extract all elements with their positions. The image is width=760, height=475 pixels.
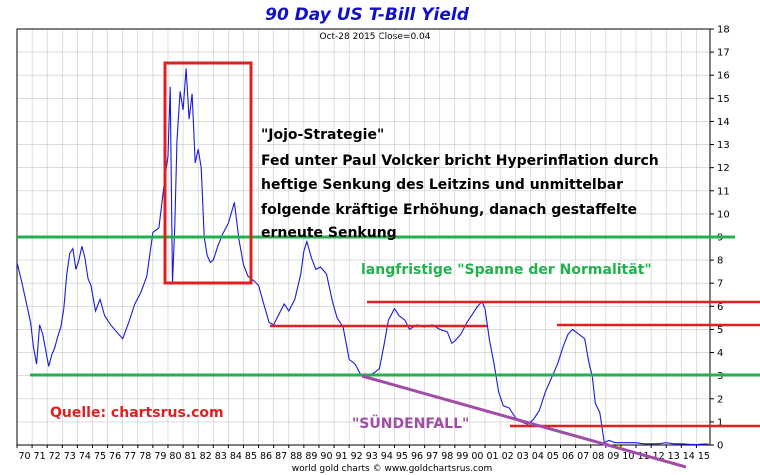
volcker-highlight-box <box>163 61 253 285</box>
x-tick-label: 12 <box>653 451 665 462</box>
x-tick-label: 04 <box>532 451 544 462</box>
annotation-jojo-line4: erneute Senkung <box>261 225 397 241</box>
x-tick-label: 13 <box>668 451 680 462</box>
x-tick-label: 75 <box>94 451 106 462</box>
x-tick-label: 73 <box>64 451 76 462</box>
annotation-source: Quelle: chartsrus.com <box>50 405 224 421</box>
y-tick-label: 6 <box>717 302 723 313</box>
x-tick-label: 95 <box>396 451 408 462</box>
chart-footer: world gold charts © www.goldchartsrus.co… <box>292 464 493 474</box>
x-tick-label: 88 <box>290 451 302 462</box>
y-tick-label: 1 <box>717 417 723 428</box>
annotation-normal-range: langfristige "Spanne der Normalität" <box>361 262 652 278</box>
x-tick-label: 08 <box>592 451 604 462</box>
x-tick-label: 87 <box>275 451 287 462</box>
x-tick-label: 94 <box>381 451 393 462</box>
x-tick-label: 91 <box>336 451 348 462</box>
y-tick-label: 8 <box>717 256 723 267</box>
x-tick-label: 85 <box>245 451 257 462</box>
x-tick-label: 92 <box>351 451 363 462</box>
x-tick-label: 71 <box>34 451 46 462</box>
x-tick-label: 01 <box>486 451 498 462</box>
annotation-suendenfall: "SÜNDENFALL" <box>352 414 469 432</box>
y-tick-label: 0 <box>717 441 723 452</box>
y-tick-label: 7 <box>717 279 723 290</box>
x-tick-label: 86 <box>260 451 272 462</box>
x-tick-label: 05 <box>547 451 559 462</box>
x-tick-label: 78 <box>139 451 151 462</box>
x-tick-label: 96 <box>411 451 423 462</box>
y-tick-label: 12 <box>717 163 730 174</box>
annotation-jojo-line1: Fed unter Paul Volcker bricht Hyperinfla… <box>261 153 659 169</box>
x-tick-label: 72 <box>49 451 61 462</box>
x-tick-label: 07 <box>577 451 589 462</box>
annotation-jojo-line3: folgende kräftige Erhöhung, danach gesta… <box>261 202 637 218</box>
y-tick-label: 4 <box>717 348 723 359</box>
y-tick-label: 2 <box>717 394 723 405</box>
annotation-jojo-line2: heftige Senkung des Leitzins und unmitte… <box>261 177 623 193</box>
y-tick-label: 11 <box>717 186 730 197</box>
x-tick-label: 76 <box>109 451 121 462</box>
x-tick-label: 15 <box>698 451 710 462</box>
x-tick-label: 06 <box>562 451 574 462</box>
y-tick-label: 15 <box>717 94 730 105</box>
y-tick-label: 18 <box>717 25 730 36</box>
x-tick-label: 99 <box>456 451 468 462</box>
x-tick-label: 14 <box>683 451 695 462</box>
x-tick-label: 09 <box>607 451 619 462</box>
x-tick-label: 93 <box>366 451 378 462</box>
x-tick-label: 97 <box>426 451 438 462</box>
series-line <box>16 68 709 446</box>
chart-subtitle: Oct-28 2015 Close=0.04 <box>320 32 431 42</box>
x-tick-label: 81 <box>185 451 197 462</box>
x-tick-label: 77 <box>124 451 136 462</box>
y-tick-label: 5 <box>717 325 723 336</box>
y-tick-label: 14 <box>717 117 730 128</box>
x-tick-label: 98 <box>441 451 453 462</box>
x-tick-label: 79 <box>154 451 166 462</box>
x-tick-label: 00 <box>471 451 483 462</box>
x-tick-label: 83 <box>215 451 227 462</box>
x-tick-label: 80 <box>169 451 181 462</box>
x-tick-label: 70 <box>18 451 30 462</box>
chart-title: 90 Day US T-Bill Yield <box>265 5 470 25</box>
x-tick-label: 03 <box>517 451 529 462</box>
x-tick-label: 02 <box>502 451 514 462</box>
y-tick-label: 13 <box>717 140 730 151</box>
y-axis: 0123456789101112131415161718 <box>710 25 730 452</box>
x-tick-label: 82 <box>200 451 212 462</box>
y-tick-label: 17 <box>717 48 730 59</box>
y-tick-label: 10 <box>717 209 730 220</box>
x-tick-label: 74 <box>79 451 91 462</box>
y-tick-label: 3 <box>717 371 723 382</box>
x-tick-label: 90 <box>320 451 332 462</box>
suendenfall-trend-line <box>361 374 687 469</box>
y-tick-label: 16 <box>717 71 730 82</box>
annotation-jojo-title: "Jojo-Strategie" <box>261 127 384 143</box>
x-tick-label: 89 <box>305 451 317 462</box>
x-tick-label: 84 <box>230 451 242 462</box>
x-tick-label: 10 <box>622 451 634 462</box>
x-axis: 70 71 72 73 74 75 76 77 78 79 80 81 82 83 84 85 86 87 88 89… <box>16 445 710 462</box>
